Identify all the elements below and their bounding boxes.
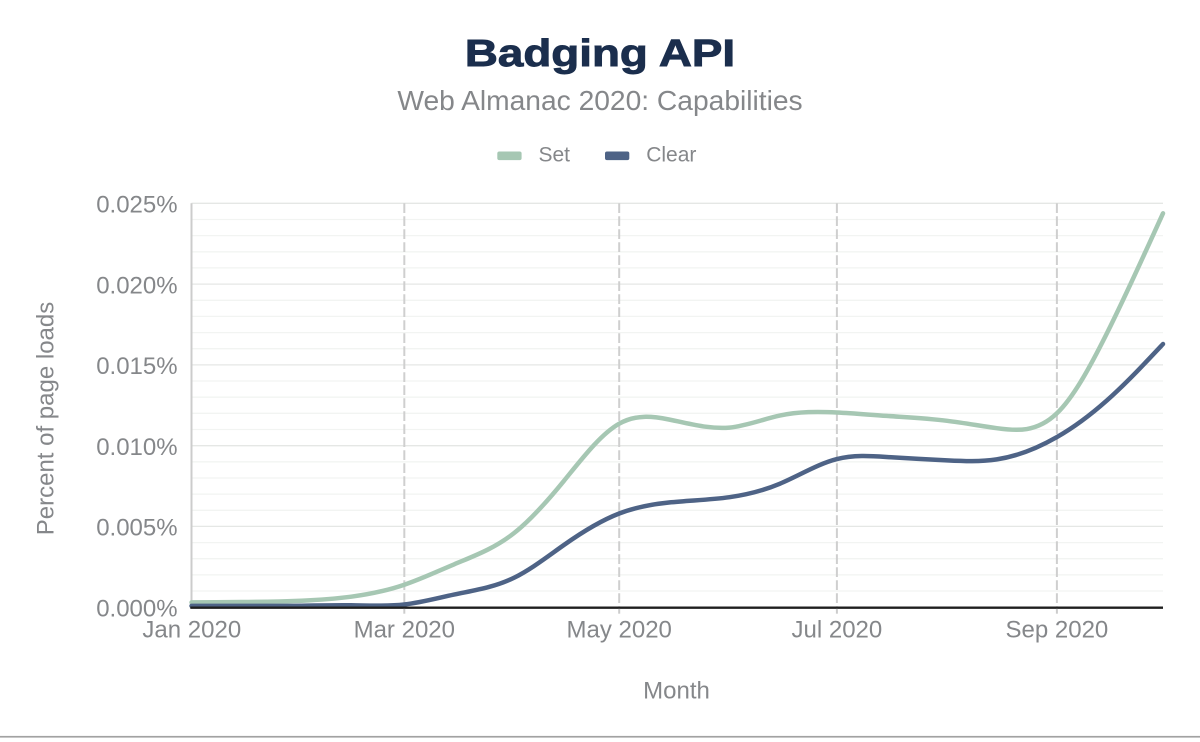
svg-text:0.000%: 0.000% [96, 595, 177, 622]
svg-text:Web Almanac 2020: Capabilities: Web Almanac 2020: Capabilities [397, 84, 802, 116]
svg-text:May 2020: May 2020 [566, 617, 671, 644]
svg-text:Percent of page loads: Percent of page loads [33, 302, 60, 536]
svg-text:Clear: Clear [646, 144, 696, 167]
svg-text:Jan 2020: Jan 2020 [142, 617, 241, 644]
svg-text:0.025%: 0.025% [96, 192, 177, 219]
svg-text:Set: Set [539, 144, 571, 167]
svg-text:Sep 2020: Sep 2020 [1006, 617, 1109, 644]
svg-text:Mar 2020: Mar 2020 [354, 617, 455, 644]
svg-text:Badging API: Badging API [465, 32, 735, 74]
svg-text:Month: Month [643, 678, 710, 705]
svg-text:0.010%: 0.010% [96, 434, 177, 461]
svg-text:0.005%: 0.005% [96, 515, 177, 542]
svg-text:0.015%: 0.015% [96, 353, 177, 380]
svg-text:Jul 2020: Jul 2020 [792, 617, 883, 644]
svg-text:0.020%: 0.020% [96, 272, 177, 299]
